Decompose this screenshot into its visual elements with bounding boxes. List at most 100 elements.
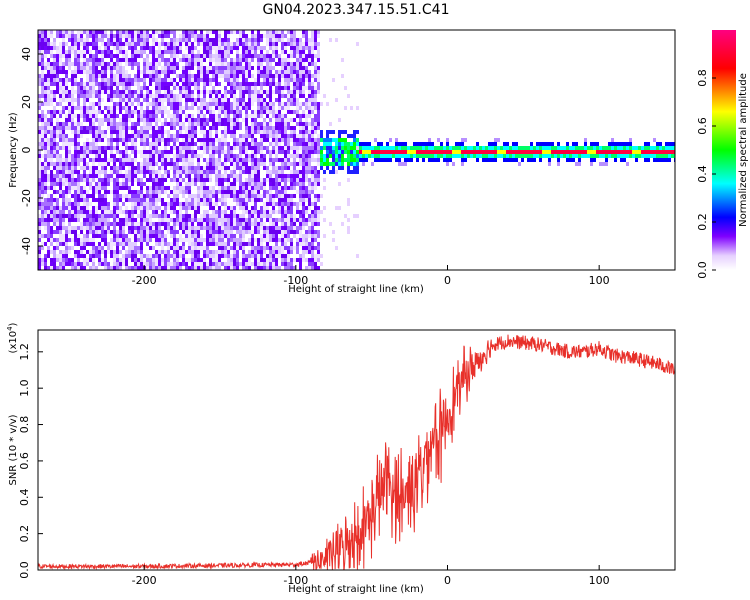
heatmap-cell — [356, 138, 359, 142]
heatmap-cell — [221, 198, 224, 202]
heatmap-cell — [83, 246, 86, 250]
heatmap-cell — [278, 246, 281, 250]
heatmap-cell — [158, 234, 161, 238]
heatmap-cell — [128, 86, 131, 90]
heatmap-cell — [134, 30, 137, 34]
heatmap-cell — [299, 182, 302, 186]
heatmap-cell — [239, 146, 242, 150]
heatmap-cell — [308, 54, 311, 58]
heatmap-cell — [386, 150, 389, 154]
heatmap-cell — [149, 102, 152, 106]
heatmap-cell — [173, 190, 176, 194]
heatmap-cell — [254, 126, 257, 130]
heatmap-cell — [215, 210, 218, 214]
heatmap-cell — [359, 154, 362, 158]
heatmap-cell — [104, 182, 107, 186]
heatmap-cell — [167, 98, 170, 102]
heatmap-cell — [305, 170, 308, 174]
heatmap-cell — [284, 230, 287, 234]
heatmap-cell — [38, 138, 41, 142]
heatmap-cell — [236, 162, 239, 166]
heatmap-cell — [119, 30, 122, 34]
heatmap-cell — [47, 246, 50, 250]
heatmap-cell — [227, 242, 230, 246]
heatmap-cell — [404, 158, 407, 162]
heatmap-cell — [218, 154, 221, 158]
heatmap-cell — [218, 50, 221, 54]
heatmap-cell — [62, 50, 65, 54]
heatmap-cell — [56, 86, 59, 90]
heatmap-cell — [455, 154, 458, 158]
heatmap-cell — [344, 214, 347, 218]
heatmap-cell — [140, 238, 143, 242]
heatmap-cell — [98, 234, 101, 238]
heatmap-cell — [38, 126, 41, 130]
heatmap-cell — [95, 218, 98, 222]
heatmap-cell — [311, 142, 314, 146]
heatmap-cell — [185, 74, 188, 78]
heatmap-cell — [215, 166, 218, 170]
heatmap-cell — [158, 126, 161, 130]
heatmap-cell — [53, 42, 56, 46]
heatmap-cell — [140, 38, 143, 42]
heatmap-cell — [95, 182, 98, 186]
heatmap-cell — [197, 230, 200, 234]
heatmap-cell — [182, 138, 185, 142]
heatmap-cell — [458, 142, 461, 146]
heatmap-cell — [185, 266, 188, 270]
heatmap-cell — [296, 110, 299, 114]
heatmap-cell — [104, 258, 107, 262]
heatmap-cell — [290, 246, 293, 250]
heatmap-cell — [191, 134, 194, 138]
heatmap-cell — [185, 90, 188, 94]
heatmap-cell — [116, 134, 119, 138]
heatmap-cell — [263, 98, 266, 102]
heatmap-cell — [59, 82, 62, 86]
heatmap-cell — [227, 246, 230, 250]
heatmap-cell — [257, 226, 260, 230]
heatmap-cell — [248, 182, 251, 186]
heatmap-cell — [302, 30, 305, 34]
heatmap-cell — [122, 210, 125, 214]
heatmap-cell — [167, 30, 170, 34]
heatmap-cell — [125, 94, 128, 98]
heatmap-cell — [311, 222, 314, 226]
heatmap-cell — [98, 262, 101, 266]
heatmap-cell — [146, 106, 149, 110]
heatmap-cell — [41, 78, 44, 82]
heatmap-cell — [164, 46, 167, 50]
heatmap-cell — [68, 102, 71, 106]
heatmap-cell — [110, 50, 113, 54]
heatmap-cell — [176, 42, 179, 46]
heatmap-cell — [41, 194, 44, 198]
heatmap-cell — [164, 90, 167, 94]
heatmap-cell — [251, 198, 254, 202]
heatmap-cell — [203, 130, 206, 134]
heatmap-cell — [140, 230, 143, 234]
heatmap-cell — [179, 58, 182, 62]
heatmap-cell — [152, 42, 155, 46]
heatmap-cell — [287, 106, 290, 110]
heatmap-cell — [299, 130, 302, 134]
heatmap-cell — [299, 46, 302, 50]
heatmap-cell — [254, 198, 257, 202]
heatmap-cell — [122, 90, 125, 94]
heatmap-cell — [209, 190, 212, 194]
heatmap-cell — [167, 134, 170, 138]
heatmap-cell — [209, 106, 212, 110]
heatmap-cell — [89, 146, 92, 150]
heatmap-cell — [128, 154, 131, 158]
heatmap-cell — [185, 162, 188, 166]
heatmap-cell — [218, 206, 221, 210]
heatmap-cell — [302, 202, 305, 206]
heatmap-cell — [173, 246, 176, 250]
heatmap-cell — [302, 234, 305, 238]
heatmap-cell — [224, 90, 227, 94]
heatmap-cell — [275, 170, 278, 174]
heatmap-cell — [107, 230, 110, 234]
heatmap-cell — [257, 42, 260, 46]
heatmap-cell — [335, 138, 338, 142]
heatmap-cell — [260, 50, 263, 54]
heatmap-cell — [218, 66, 221, 70]
heatmap-cell — [290, 262, 293, 266]
